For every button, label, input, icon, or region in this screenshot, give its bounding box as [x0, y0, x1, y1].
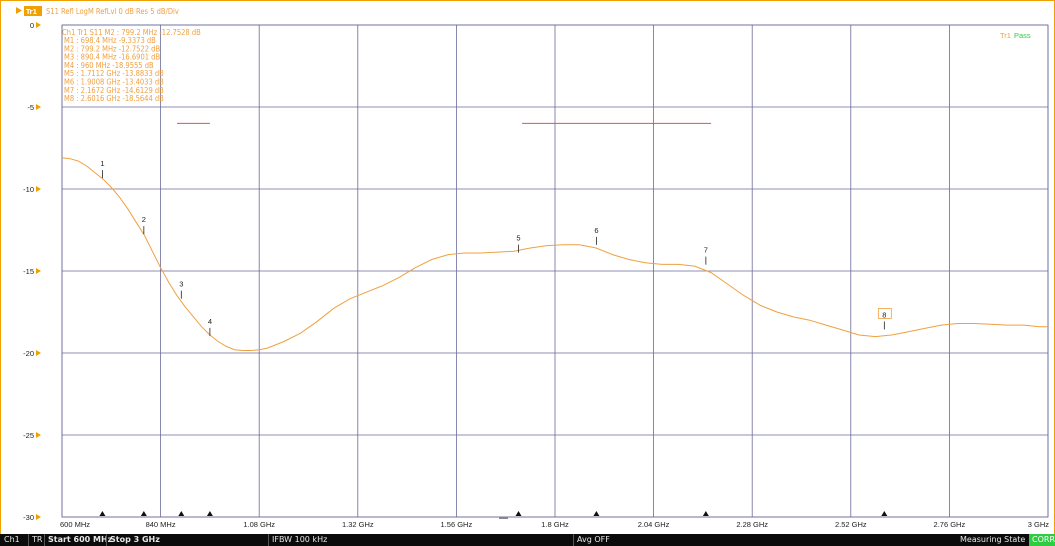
reference-arrow-icon	[36, 22, 41, 28]
marker-label[interactable]: 2	[142, 215, 146, 224]
measuring-state: Measuring State	[960, 535, 1026, 544]
markers: 1 2 3 4 5 6 7 8	[100, 159, 892, 336]
marker-triangle-icon	[593, 511, 600, 516]
reference-arrow-icon	[36, 186, 41, 192]
marker-label[interactable]: 7	[704, 246, 708, 255]
marker-label[interactable]: 5	[516, 234, 520, 243]
x-tick-label: 2.76 GHz	[934, 520, 966, 529]
marker-table-title: Ch1 Tr1 S11 M2 : 799.2 MHz -12.7528 dB	[62, 28, 201, 37]
marker-table-row: M1 : 698.4 MHz -9.3373 dB	[64, 36, 156, 45]
x-tick-label: 1.08 GHz	[243, 520, 275, 529]
channel-label[interactable]: Ch1	[4, 535, 20, 544]
marker-table-row: M8 : 2.6016 GHz -18.5644 dB	[64, 94, 164, 103]
reference-arrow-icon	[36, 350, 41, 356]
active-trace-arrow-icon	[16, 7, 22, 14]
marker-triangle-icon	[206, 511, 213, 516]
marker-table-row: M6 : 1.9008 GHz -13.4033 dB	[64, 78, 164, 87]
x-tick-label: 1.8 GHz	[541, 520, 569, 529]
marker-label[interactable]: 8	[882, 310, 886, 319]
grid	[61, 24, 1049, 518]
y-tick-label: -25	[23, 431, 34, 440]
marker-table-row: M2 : 799.2 MHz -12.7522 dB	[64, 44, 160, 53]
reference-arrow-icon	[36, 268, 41, 274]
y-tick-label: -5	[27, 103, 34, 112]
marker-label[interactable]: 4	[208, 317, 212, 326]
stop-frequency[interactable]: Stop 3 GHz	[106, 534, 160, 546]
x-tick-label: 2.52 GHz	[835, 520, 867, 529]
reference-arrow-icon	[36, 432, 41, 438]
scroll-indicator[interactable]	[499, 517, 508, 519]
marker-table-row: M5 : 1.7112 GHz -13.8833 dB	[64, 69, 164, 78]
y-tick-label: -30	[23, 513, 34, 522]
y-tick-label: -15	[23, 267, 34, 276]
trace-info: S11 Refl LogM RefLvl 0 dB Res 5 dB/Div	[46, 7, 179, 16]
x-tick-label: 1.32 GHz	[342, 520, 374, 529]
pass-status-label: Pass	[1014, 31, 1031, 40]
x-tick-labels: 600 MHz 840 MHz 1.08 GHz 1.32 GHz 1.56 GHz 1.…	[60, 520, 1049, 529]
y-tick-labels: 0 -5 -10 -15 -20 -25 -30	[23, 21, 41, 522]
plot-frame	[61, 24, 1049, 518]
trace-mode-label[interactable]: TR	[28, 534, 42, 546]
marker-triangle-icon	[99, 511, 106, 516]
x-tick-label: 2.28 GHz	[736, 520, 768, 529]
marker-table-row: M4 : 960 MHz -18.9555 dB	[64, 61, 154, 70]
marker-label[interactable]: 1	[100, 159, 104, 168]
marker-triangle-icon	[881, 511, 888, 516]
corr-badge: CORR	[1029, 534, 1055, 546]
x-tick-label: 840 MHz	[146, 520, 176, 529]
trace-line	[61, 157, 1048, 351]
marker-table-row: M3 : 890.4 MHz -16.6901 dB	[64, 53, 160, 62]
x-tick-label: 2.04 GHz	[638, 520, 670, 529]
marker-table-row: M7 : 2.1672 GHz -14.6129 dB	[64, 86, 164, 95]
reference-arrow-icon	[36, 104, 41, 110]
reference-arrow-icon	[36, 514, 41, 520]
marker-triangle-icon	[702, 511, 709, 516]
x-tick-label: 600 MHz	[60, 520, 90, 529]
start-frequency[interactable]: Start 600 MHz	[44, 534, 112, 546]
trace-tag-bg	[24, 6, 42, 16]
y-tick-label: -20	[23, 349, 34, 358]
x-tick-label: 3 GHz	[1028, 520, 1050, 529]
marker-triangle-icon	[515, 511, 522, 516]
marker-triangle-icon	[178, 511, 185, 516]
y-tick-label: -10	[23, 185, 34, 194]
status-bar: Ch1 TR Start 600 MHz Stop 3 GHz IFBW 100…	[0, 534, 1055, 546]
marker-label[interactable]: 3	[179, 280, 183, 289]
marker-triangle-icon	[140, 511, 147, 516]
y-tick-label: 0	[30, 21, 34, 30]
avg-label[interactable]: Avg OFF	[573, 534, 610, 546]
trace-tag[interactable]: Tr1	[26, 8, 37, 16]
pass-trace-label: Tr1	[1000, 31, 1011, 40]
marker-label[interactable]: 6	[594, 226, 598, 235]
ifbw-label[interactable]: IFBW 100 kHz	[268, 534, 327, 546]
marker-position-triangles	[99, 511, 888, 516]
x-tick-label: 1.56 GHz	[441, 520, 473, 529]
active-marker-box	[877, 308, 892, 319]
